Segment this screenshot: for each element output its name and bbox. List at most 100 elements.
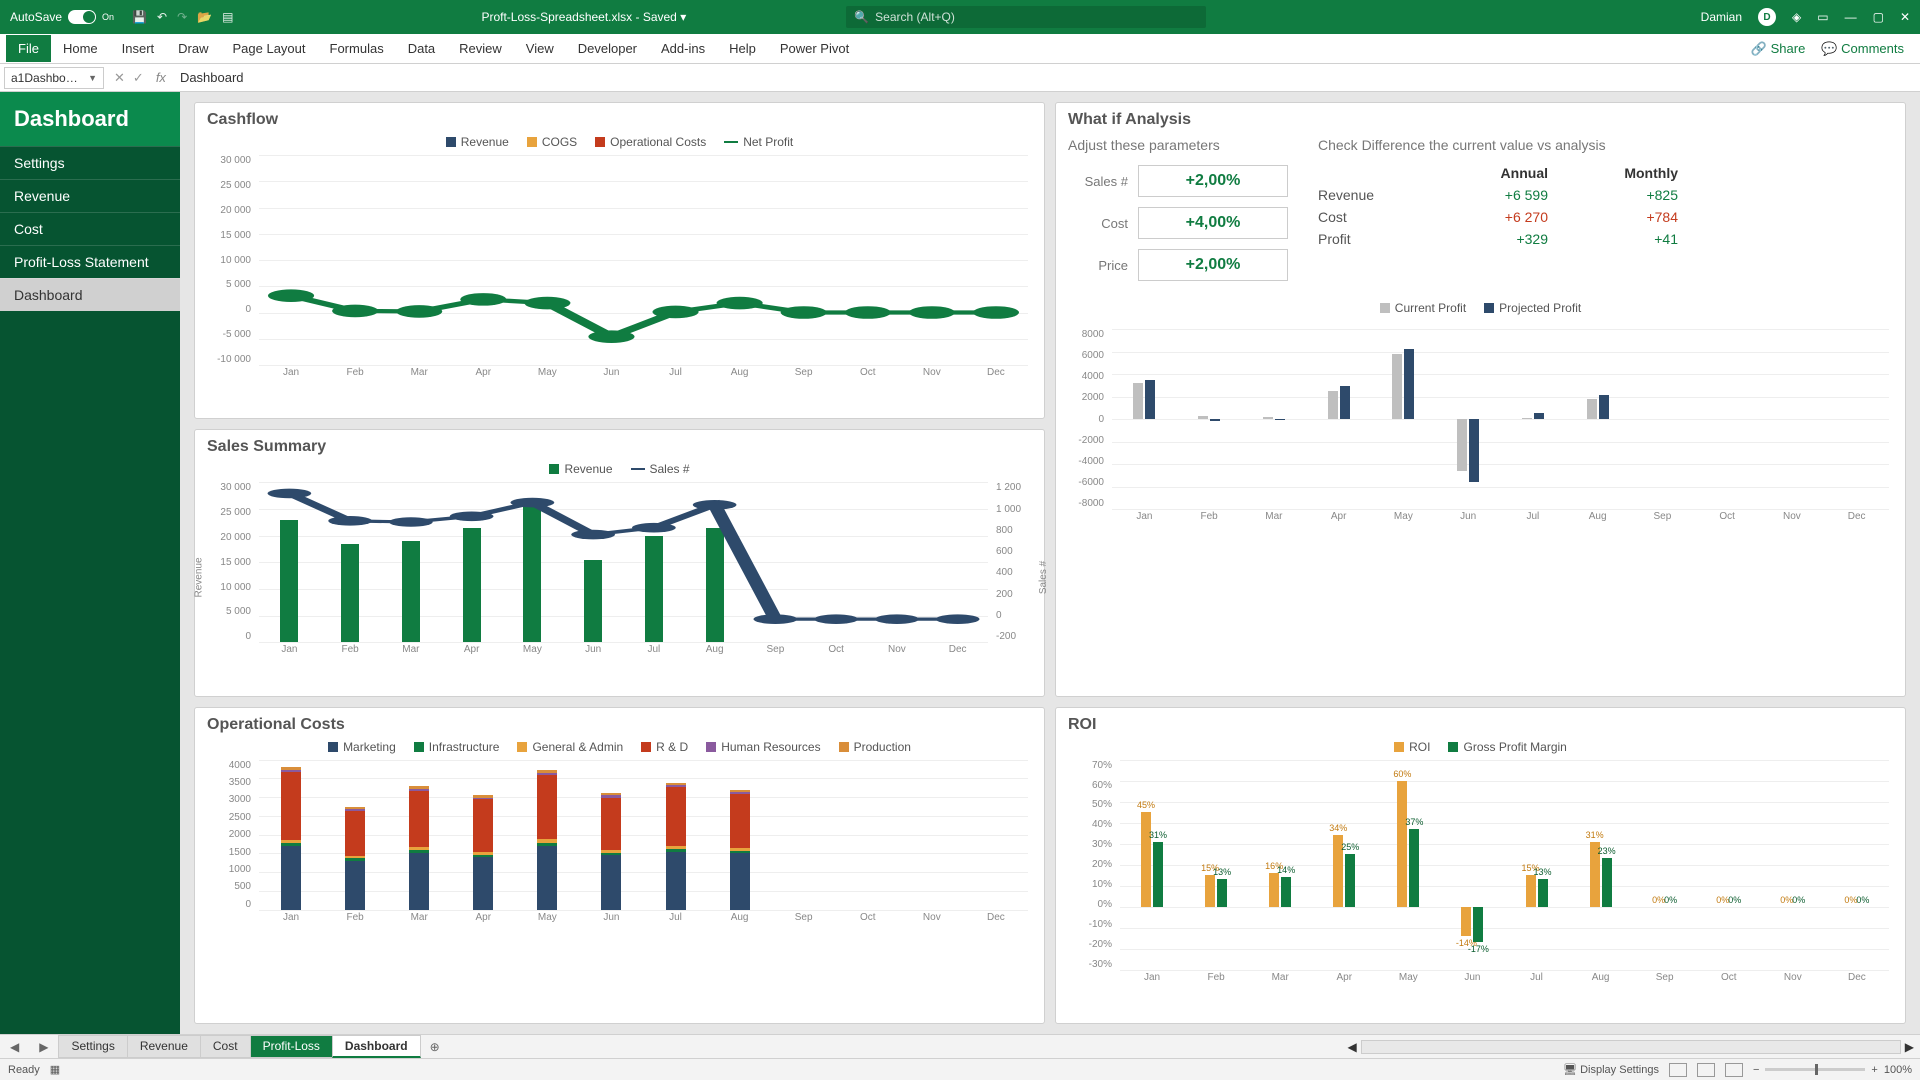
- ribbon-tab-home[interactable]: Home: [51, 35, 110, 62]
- ribbon-tab-file[interactable]: File: [6, 35, 51, 62]
- macro-icon[interactable]: ▦: [50, 1063, 60, 1076]
- legend-item: Projected Profit: [1484, 301, 1581, 315]
- ribbon-tab-add-ins[interactable]: Add-ins: [649, 35, 717, 62]
- autosave-toggle[interactable]: [68, 10, 96, 24]
- close-icon[interactable]: ✕: [1900, 10, 1910, 24]
- legend-item: Sales #: [631, 462, 690, 476]
- autosave-label: AutoSave: [10, 10, 62, 24]
- enter-icon[interactable]: ✓: [133, 70, 144, 86]
- legend-item: Revenue: [549, 462, 612, 476]
- hscrollbar[interactable]: [1361, 1040, 1901, 1054]
- sidebar-item-profit-loss-statement[interactable]: Profit-Loss Statement: [0, 245, 180, 278]
- minimize-icon[interactable]: —: [1845, 10, 1857, 24]
- add-sheet-button[interactable]: ⊕: [420, 1040, 450, 1054]
- legend-item: Marketing: [328, 740, 396, 754]
- legend-item: Production: [839, 740, 911, 754]
- ribbon-tab-view[interactable]: View: [514, 35, 566, 62]
- sidebar-item-cost[interactable]: Cost: [0, 212, 180, 245]
- undo-icon[interactable]: ↶: [157, 10, 167, 24]
- comments-button[interactable]: 💬 Comments: [1821, 41, 1904, 57]
- legend-item: Infrastructure: [414, 740, 500, 754]
- sales-title: Sales Summary: [207, 438, 1032, 456]
- display-settings[interactable]: 🖥 Display Settings: [1563, 1063, 1659, 1076]
- sidebar-item-settings[interactable]: Settings: [0, 146, 180, 179]
- ribbon-tab-help[interactable]: Help: [717, 35, 768, 62]
- formula-input[interactable]: Dashboard: [172, 70, 1920, 85]
- ribbon: FileHomeInsertDrawPage LayoutFormulasDat…: [0, 34, 1920, 64]
- sidebar-active-title: Dashboard: [0, 92, 180, 146]
- sheet-tab-settings[interactable]: Settings: [58, 1035, 127, 1058]
- ribbon-tab-draw[interactable]: Draw: [166, 35, 220, 62]
- titlebar: AutoSave On 💾 ↶ ↷ 📂 ▤ Proft-Loss-Spreads…: [0, 0, 1920, 34]
- sheet-tab-dashboard[interactable]: Dashboard: [332, 1035, 421, 1058]
- sheet-tabs: ◀ ▶ SettingsRevenueCostProfit-LossDashbo…: [0, 1034, 1920, 1058]
- name-box[interactable]: a1Dashbo… ▼: [4, 67, 104, 89]
- legend-item: Current Profit: [1380, 301, 1466, 315]
- legend-item: Human Resources: [706, 740, 820, 754]
- scroll-left-icon[interactable]: ◀: [1348, 1040, 1357, 1054]
- diamond-icon[interactable]: ◈: [1792, 10, 1801, 24]
- maximize-icon[interactable]: ▢: [1873, 10, 1884, 24]
- ribbon-tab-developer[interactable]: Developer: [566, 35, 649, 62]
- user-avatar[interactable]: D: [1758, 8, 1776, 26]
- sidebar: Dashboard SettingsRevenueCostProfit-Loss…: [0, 92, 180, 1034]
- whatif-panel: What if Analysis Adjust these parameters…: [1055, 102, 1906, 697]
- search-icon: 🔍: [854, 10, 869, 24]
- sheet-tab-profit-loss[interactable]: Profit-Loss: [250, 1035, 333, 1058]
- ribbon-tab-power-pivot[interactable]: Power Pivot: [768, 35, 861, 62]
- open-icon[interactable]: 📂: [197, 10, 212, 24]
- zoom-in-icon[interactable]: +: [1871, 1064, 1877, 1076]
- params-subtitle: Adjust these parameters: [1068, 137, 1288, 153]
- legend-item: General & Admin: [517, 740, 623, 754]
- sales-panel: Sales Summary RevenueSales # 30 00025 00…: [194, 429, 1045, 696]
- view-layout-icon[interactable]: [1697, 1063, 1715, 1077]
- legend-item: Gross Profit Margin: [1448, 740, 1566, 754]
- ribbon-tab-formulas[interactable]: Formulas: [318, 35, 396, 62]
- whatif-title: What if Analysis: [1068, 111, 1893, 129]
- param-label: Sales #: [1068, 174, 1128, 189]
- view-normal-icon[interactable]: [1669, 1063, 1687, 1077]
- formula-bar: a1Dashbo… ▼ ✕ ✓ fx Dashboard: [0, 64, 1920, 92]
- param-label: Cost: [1068, 216, 1128, 231]
- status-bar: Ready ▦ 🖥 Display Settings − + 100%: [0, 1058, 1920, 1080]
- zoom-out-icon[interactable]: −: [1753, 1064, 1759, 1076]
- search-box[interactable]: 🔍 Search (Alt+Q): [846, 6, 1206, 28]
- legend-item: R & D: [641, 740, 688, 754]
- sidebar-item-revenue[interactable]: Revenue: [0, 179, 180, 212]
- sidebar-item-dashboard[interactable]: Dashboard: [0, 278, 180, 311]
- ribbon-tab-data[interactable]: Data: [396, 35, 447, 62]
- sheet-nav-next[interactable]: ▶: [29, 1040, 58, 1054]
- ribbon-tab-review[interactable]: Review: [447, 35, 514, 62]
- chevron-down-icon[interactable]: ▼: [88, 73, 97, 83]
- autosave-state: On: [102, 12, 114, 22]
- redo-icon[interactable]: ↷: [177, 10, 187, 24]
- save-icon[interactable]: 💾: [132, 10, 147, 24]
- legend-item: Operational Costs: [595, 135, 706, 149]
- param-value[interactable]: +4,00%: [1138, 207, 1288, 239]
- opcosts-panel: Operational Costs Marketing Infrastructur…: [194, 707, 1045, 1024]
- form-icon[interactable]: ▤: [222, 10, 233, 24]
- opcosts-title: Operational Costs: [207, 716, 1032, 734]
- share-button[interactable]: 🔗 Share: [1751, 41, 1806, 57]
- view-break-icon[interactable]: [1725, 1063, 1743, 1077]
- zoom-level[interactable]: 100%: [1884, 1064, 1912, 1076]
- sheet-tab-revenue[interactable]: Revenue: [127, 1035, 201, 1058]
- ribbon-tab-insert[interactable]: Insert: [110, 35, 167, 62]
- user-name[interactable]: Damian: [1701, 10, 1742, 24]
- cancel-icon[interactable]: ✕: [114, 70, 125, 86]
- status-ready: Ready: [8, 1064, 40, 1076]
- ribbon-display-icon[interactable]: ▭: [1817, 10, 1828, 24]
- fx-icon[interactable]: fx: [150, 70, 172, 85]
- sheet-tab-cost[interactable]: Cost: [200, 1035, 251, 1058]
- scroll-right-icon[interactable]: ▶: [1905, 1040, 1914, 1054]
- param-value[interactable]: +2,00%: [1138, 249, 1288, 281]
- roi-title: ROI: [1068, 716, 1893, 734]
- sheet-nav-prev[interactable]: ◀: [0, 1040, 29, 1054]
- zoom-slider[interactable]: [1765, 1068, 1865, 1071]
- legend-item: Net Profit: [724, 135, 793, 149]
- param-label: Price: [1068, 258, 1128, 273]
- param-value[interactable]: +2,00%: [1138, 165, 1288, 197]
- legend-item: ROI: [1394, 740, 1430, 754]
- ribbon-tab-page-layout[interactable]: Page Layout: [221, 35, 318, 62]
- legend-item: COGS: [527, 135, 577, 149]
